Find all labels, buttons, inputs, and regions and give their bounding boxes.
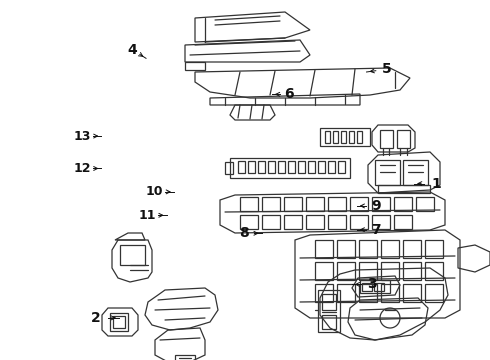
Bar xyxy=(416,197,434,211)
Bar xyxy=(378,185,430,193)
Bar xyxy=(225,162,233,174)
Bar xyxy=(337,284,355,302)
Bar xyxy=(258,161,265,173)
Bar xyxy=(372,197,390,211)
Bar xyxy=(110,313,128,331)
Bar xyxy=(284,197,302,211)
Bar xyxy=(240,197,258,211)
Bar xyxy=(359,262,377,280)
Bar xyxy=(349,131,354,143)
Bar xyxy=(328,161,335,173)
Bar xyxy=(425,284,443,302)
Bar xyxy=(284,215,302,229)
Bar xyxy=(306,215,324,229)
Bar xyxy=(403,240,421,258)
Bar xyxy=(381,284,399,302)
Bar xyxy=(380,130,393,148)
Bar xyxy=(397,130,410,148)
Bar xyxy=(374,283,384,291)
Text: 3: 3 xyxy=(368,278,377,291)
Bar xyxy=(230,158,350,178)
Bar xyxy=(328,197,346,211)
Bar xyxy=(262,197,280,211)
Bar xyxy=(322,294,336,310)
Bar xyxy=(359,284,377,302)
Bar xyxy=(278,161,285,173)
Bar xyxy=(318,161,325,173)
Bar xyxy=(425,240,443,258)
Bar xyxy=(394,197,412,211)
Bar xyxy=(359,240,377,258)
Bar xyxy=(375,160,400,185)
Bar xyxy=(360,280,390,293)
Text: 1: 1 xyxy=(431,177,441,190)
Bar xyxy=(357,131,362,143)
Bar xyxy=(425,262,443,280)
Bar xyxy=(113,316,125,328)
Text: 9: 9 xyxy=(371,199,381,213)
Bar xyxy=(341,131,346,143)
Text: 11: 11 xyxy=(138,209,156,222)
Bar xyxy=(328,215,346,229)
Bar xyxy=(337,240,355,258)
Bar xyxy=(394,215,412,229)
Bar xyxy=(120,245,145,265)
Bar xyxy=(403,262,421,280)
Bar xyxy=(240,215,258,229)
Bar xyxy=(350,215,368,229)
Bar xyxy=(338,161,345,173)
Bar xyxy=(362,283,372,291)
Text: 6: 6 xyxy=(284,87,294,101)
Bar xyxy=(315,240,333,258)
Bar xyxy=(381,262,399,280)
Text: 10: 10 xyxy=(146,185,163,198)
Bar xyxy=(318,290,340,332)
Text: 8: 8 xyxy=(239,226,249,240)
Bar xyxy=(306,197,324,211)
Bar xyxy=(315,262,333,280)
Bar xyxy=(268,161,275,173)
Bar xyxy=(248,161,255,173)
Bar xyxy=(175,355,195,360)
Bar xyxy=(372,215,390,229)
Bar xyxy=(320,128,370,146)
Text: 4: 4 xyxy=(127,43,137,57)
Bar xyxy=(298,161,305,173)
Bar xyxy=(350,197,368,211)
Bar xyxy=(325,131,330,143)
Bar xyxy=(308,161,315,173)
Bar xyxy=(238,161,245,173)
Bar xyxy=(333,131,338,143)
Bar xyxy=(403,284,421,302)
Bar xyxy=(322,315,336,329)
Bar xyxy=(337,262,355,280)
Bar xyxy=(288,161,295,173)
Text: 2: 2 xyxy=(91,311,100,325)
Text: 12: 12 xyxy=(74,162,91,175)
Text: 5: 5 xyxy=(382,62,392,76)
Bar xyxy=(185,62,205,70)
Text: 7: 7 xyxy=(371,223,381,237)
Text: 13: 13 xyxy=(74,130,91,143)
Bar xyxy=(262,215,280,229)
Bar xyxy=(403,160,428,185)
Bar xyxy=(381,240,399,258)
Bar xyxy=(315,284,333,302)
